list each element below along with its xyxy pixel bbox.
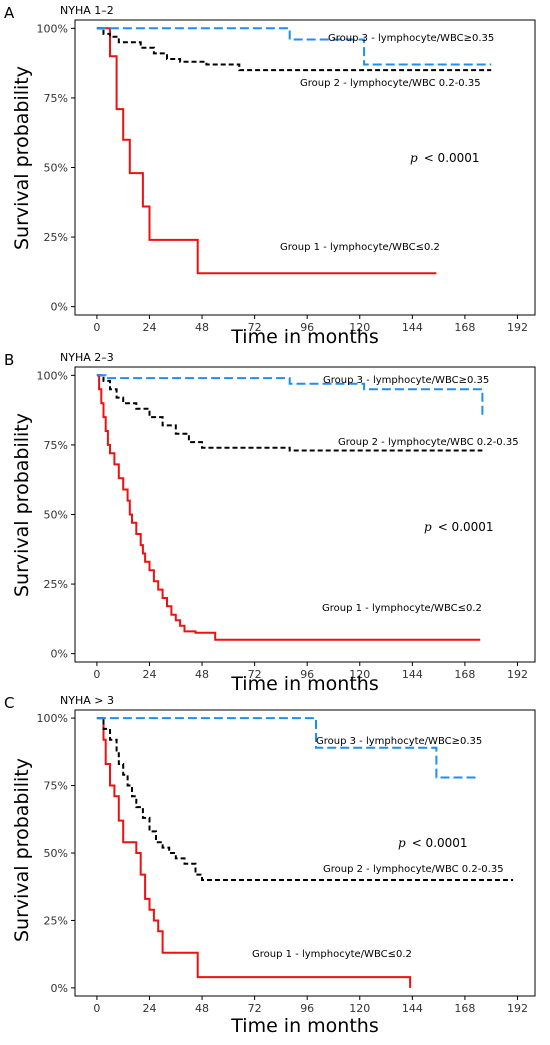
y-tick-label: 0% xyxy=(51,301,68,314)
series-label-group-2: Group 2 - lymphocyte/WBC 0.2-0.35 xyxy=(323,864,504,875)
series-label-group-2: Group 2 - lymphocyte/WBC 0.2-0.35 xyxy=(338,437,519,448)
x-tick-label: 0 xyxy=(93,321,100,334)
x-axis-label: Time in months xyxy=(230,673,378,695)
x-tick-label: 0 xyxy=(93,1002,100,1015)
survival-curve-group-2 xyxy=(96,374,483,452)
y-tick-label: 0% xyxy=(51,982,68,995)
survival-curve-group-1 xyxy=(96,374,481,641)
x-tick-label: 24 xyxy=(142,321,156,334)
x-tick-label: 192 xyxy=(507,1002,528,1015)
x-axis-label: Time in months xyxy=(230,1015,378,1037)
x-tick-label: 72 xyxy=(248,321,262,334)
series-label-group-1: Group 1 - lymphocyte/WBC≤0.2 xyxy=(280,242,440,253)
survival-curve-group-2 xyxy=(96,27,492,72)
survival-curve-group-3 xyxy=(96,717,476,779)
p-value-label: p < 0.0001 xyxy=(424,520,494,534)
survival-curve-group-3 xyxy=(96,27,492,66)
series-label-group-2: Group 2 - lymphocyte/WBC 0.2-0.35 xyxy=(300,78,481,89)
y-tick-label: 50% xyxy=(44,509,68,522)
y-tick-label: 75% xyxy=(44,780,68,793)
y-tick-label: 50% xyxy=(44,162,68,175)
plot-frame xyxy=(74,366,536,663)
x-tick-label: 72 xyxy=(248,668,262,681)
x-tick-label: 192 xyxy=(507,321,528,334)
x-tick-label: 120 xyxy=(349,668,370,681)
x-tick-label: 72 xyxy=(248,1002,262,1015)
y-axis-label: Survival probability xyxy=(11,758,33,942)
x-tick-label: 0 xyxy=(93,668,100,681)
series-label-group-3: Group 3 - lymphocyte/WBC≥0.35 xyxy=(323,375,489,386)
survival-curve-group-1 xyxy=(96,717,412,988)
x-tick-label: 192 xyxy=(507,668,528,681)
y-axis-label: Survival probability xyxy=(11,66,33,250)
p-value-label: p < 0.0001 xyxy=(398,836,468,850)
y-tick-label: 100% xyxy=(37,369,68,382)
x-tick-label: 96 xyxy=(300,668,314,681)
p-value-label: p < 0.0001 xyxy=(410,151,480,165)
panel-c: C NYHA > 3 0% 25% 50% 75% 100% 0 24 48 72 96 120 144 1… xyxy=(4,694,536,1037)
x-tick-label: 120 xyxy=(349,321,370,334)
x-tick-label: 48 xyxy=(195,668,209,681)
series-label-group-3: Group 3 - lymphocyte/WBC≥0.35 xyxy=(328,33,494,44)
x-tick-label: 144 xyxy=(402,321,423,334)
y-tick-label: 0% xyxy=(51,648,68,661)
x-tick-label: 48 xyxy=(195,321,209,334)
x-tick-label: 24 xyxy=(142,668,156,681)
survival-curve-group-2 xyxy=(96,717,514,881)
x-tick-label: 48 xyxy=(195,1002,209,1015)
panel-title: NYHA > 3 xyxy=(60,694,114,707)
panel-letter: B xyxy=(4,351,14,369)
panel-a: A NYHA 1–2 0% 25% 50% 75% 100% 0 24 48 72 96 120 144 1… xyxy=(4,4,536,348)
series-label-group-1: Group 1 - lymphocyte/WBC≤0.2 xyxy=(322,603,482,614)
x-tick-label: 168 xyxy=(454,668,475,681)
x-tick-label: 168 xyxy=(454,321,475,334)
y-tick-label: 75% xyxy=(44,439,68,452)
survival-curve-group-1 xyxy=(96,27,437,275)
y-tick-label: 25% xyxy=(44,231,68,244)
panel-letter: A xyxy=(4,4,15,22)
series-label-group-1: Group 1 - lymphocyte/WBC≤0.2 xyxy=(252,949,412,960)
y-tick-label: 25% xyxy=(44,914,68,927)
panel-title: NYHA 1–2 xyxy=(60,4,114,17)
y-axis-label: Survival probability xyxy=(11,413,33,597)
y-tick-label: 25% xyxy=(44,578,68,591)
x-tick-label: 120 xyxy=(349,1002,370,1015)
panel-title: NYHA 2–3 xyxy=(60,351,114,364)
y-tick-label: 100% xyxy=(37,22,68,35)
x-tick-label: 24 xyxy=(142,1002,156,1015)
x-tick-label: 168 xyxy=(454,1002,475,1015)
x-tick-label: 96 xyxy=(300,321,314,334)
y-tick-label: 100% xyxy=(37,712,68,725)
survival-curve-group-3 xyxy=(96,374,484,418)
series-label-group-3: Group 3 - lymphocyte/WBC≥0.35 xyxy=(316,736,482,747)
y-tick-label: 75% xyxy=(44,92,68,105)
x-axis-label: Time in months xyxy=(230,326,378,348)
y-tick-label: 50% xyxy=(44,847,68,860)
x-tick-label: 144 xyxy=(402,1002,423,1015)
x-tick-label: 144 xyxy=(402,668,423,681)
x-tick-label: 96 xyxy=(300,1002,314,1015)
panel-letter: C xyxy=(4,694,14,712)
panel-b: B NYHA 2–3 0% 25% 50% 75% 100% 0 24 48 72 96 120 144 1… xyxy=(4,351,536,695)
